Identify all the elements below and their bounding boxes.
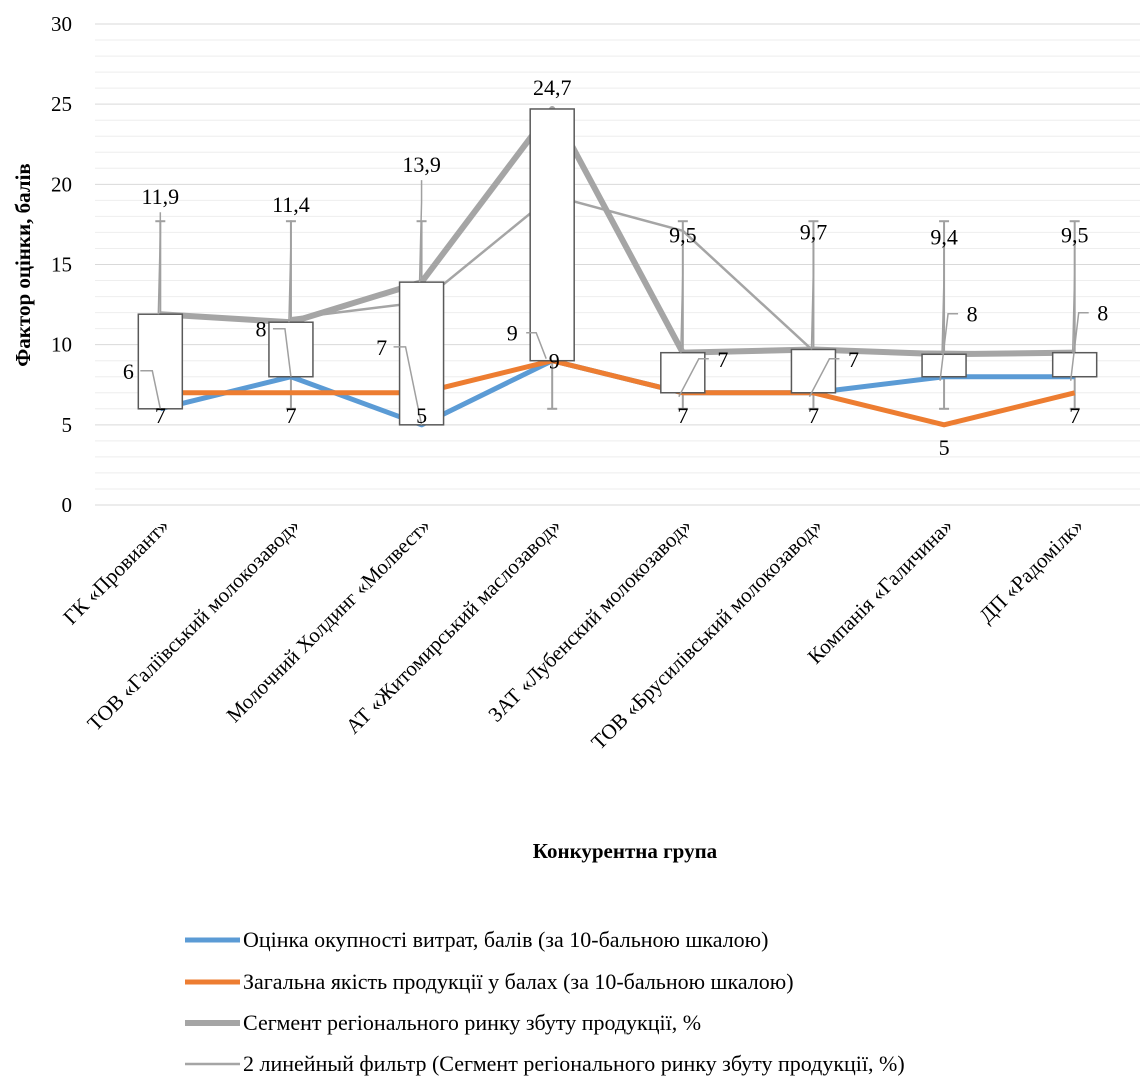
data-label: 7: [848, 347, 859, 372]
x-tick-label: ГК «Провиант»: [58, 514, 174, 630]
data-label: 9,4: [930, 224, 958, 249]
data-label: 9,7: [800, 219, 828, 244]
data-label: 7: [155, 403, 166, 428]
range-box: [268, 321, 314, 378]
data-label: 9: [549, 349, 560, 374]
label-leader: [678, 358, 709, 398]
data-label: 8: [1097, 301, 1108, 326]
x-tick-label: Компанія «Галичина»: [803, 514, 958, 669]
data-label: 11,9: [141, 184, 179, 209]
x-tick-label: ЗАТ «Лубенский молокозавод»: [483, 514, 696, 727]
range-box: [529, 108, 575, 362]
label-leader: [1069, 311, 1089, 381]
label-leader: [288, 220, 292, 323]
y-tick-label: 25: [51, 92, 72, 116]
error-bars: [155, 220, 1080, 410]
data-label: 5: [416, 403, 427, 428]
data-label: 8: [255, 317, 266, 342]
label-leader: [157, 212, 162, 315]
label-leader: [418, 180, 423, 283]
data-label: 8: [967, 302, 978, 327]
x-tick-label: Молочний Холдинг «Молвест»: [222, 514, 435, 727]
y-tick-label: 0: [62, 493, 73, 517]
label-leader: [939, 312, 959, 381]
data-label: 9: [507, 321, 518, 346]
legend-label: Оцінка окупності витрат, балів (за 10-ба…: [243, 927, 768, 952]
data-label: 7: [808, 403, 819, 428]
label-leader: [941, 252, 945, 355]
y-tick-label: 15: [51, 253, 72, 277]
y-axis-title: Фактор оцінки, балів: [11, 163, 35, 366]
data-label: 6: [123, 359, 134, 384]
data-label: 9,5: [1061, 223, 1089, 248]
y-tick-label: 5: [62, 413, 73, 437]
range-box: [790, 348, 837, 394]
range-box: [137, 313, 184, 410]
y-tick-label: 30: [51, 12, 72, 36]
y-tick-label: 10: [51, 333, 72, 357]
data-label: 13,9: [402, 152, 441, 177]
label-leader: [808, 358, 840, 398]
y-tick-label: 20: [51, 172, 72, 196]
data-label: 7: [285, 403, 296, 428]
label-leader: [140, 370, 162, 409]
series-lines: [159, 105, 1076, 428]
data-label: 7: [376, 335, 387, 360]
x-tick-label: ТОВ «Галіївський молокозавод»: [82, 514, 304, 736]
label-leader: [810, 247, 815, 350]
data-label: 7: [677, 403, 688, 428]
x-tick-label: ТОВ «Брусилівський молокозавод»: [586, 514, 827, 755]
range-box: [660, 351, 706, 394]
data-label: 11,4: [272, 192, 310, 217]
data-labels: 11,9 11,4 13,9 24,7 9,5 9,7 9,4 9,5 6 8 7 9 9 7 7 8 8 7 7 5…: [123, 75, 1108, 460]
x-tick-label: ДП «Радомілк»: [974, 514, 1088, 628]
x-tick-label: АТ «Житомирський маслозавод»: [341, 514, 566, 739]
data-label: 7: [1069, 403, 1080, 428]
legend: Оцінка окупності витрат, балів (за 10-ба…: [185, 927, 905, 1076]
legend-label: Сегмент регіонального ринку збуту продук…: [243, 1010, 701, 1035]
label-leader: [272, 327, 292, 377]
label-leader: [1071, 250, 1076, 353]
series-line-2: [160, 358, 1076, 428]
label-leader: [680, 250, 684, 353]
label-leader: [393, 346, 423, 425]
data-label: 7: [717, 347, 728, 372]
legend-label: 2 линейный фильтр (Сегмент регіонального…: [243, 1051, 905, 1076]
data-label: 5: [939, 435, 950, 460]
range-box: [921, 353, 967, 378]
legend-label: Загальна якість продукції у балах (за 10…: [243, 969, 794, 994]
label-leader: [526, 331, 547, 359]
x-axis-title: Конкурентна група: [533, 839, 718, 863]
data-label: 9,5: [669, 223, 697, 248]
range-box: [1051, 351, 1098, 378]
gridlines: [95, 23, 1140, 506]
series-line-3: [160, 105, 1075, 358]
data-label: 24,7: [533, 75, 572, 100]
